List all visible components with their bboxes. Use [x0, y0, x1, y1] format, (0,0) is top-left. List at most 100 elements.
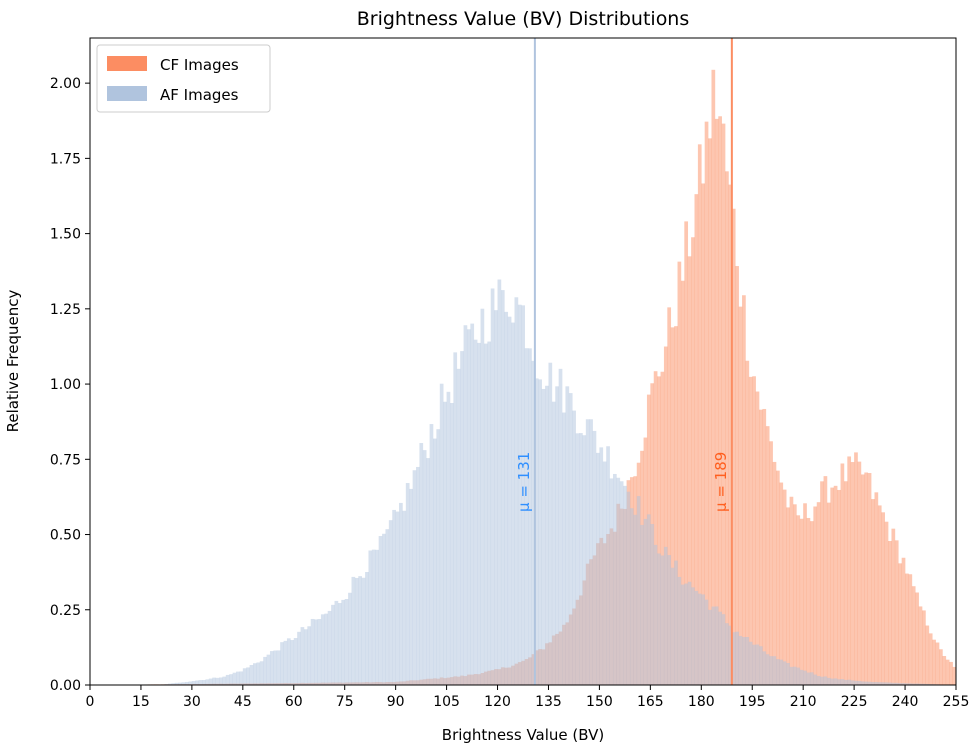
af-bar	[466, 329, 471, 685]
af-bar	[708, 609, 712, 685]
af-bar	[789, 666, 794, 685]
cf-bar	[952, 666, 957, 685]
cf-bar	[939, 649, 943, 685]
cf-bar	[704, 121, 709, 685]
cf-bar	[663, 346, 668, 685]
cf-bar	[874, 492, 879, 685]
af-bar	[545, 385, 549, 685]
cf-bar	[867, 473, 872, 685]
af-bar	[212, 677, 216, 685]
af-bar	[534, 378, 539, 685]
af-bar	[351, 576, 356, 685]
af-bar	[891, 682, 896, 685]
cf-bar	[857, 461, 862, 685]
af-bar	[905, 683, 909, 685]
af-bar	[507, 316, 512, 685]
cf-bar	[697, 144, 702, 686]
af-bar	[293, 638, 298, 685]
af-bar	[674, 560, 678, 685]
af-bar	[779, 659, 784, 685]
af-bar	[803, 670, 807, 685]
af-bar	[782, 661, 787, 685]
af-bar	[697, 593, 702, 685]
x-tick-label: 165	[637, 694, 664, 710]
af-bar	[290, 640, 295, 685]
af-bar	[884, 682, 889, 685]
af-bar	[402, 510, 407, 685]
x-tick-label: 75	[336, 694, 354, 710]
af-bar	[653, 544, 658, 685]
af-bar	[446, 391, 451, 685]
af-bar	[691, 587, 695, 685]
legend-swatch-cf	[107, 56, 147, 71]
af-bar	[877, 682, 882, 685]
cf-bar	[725, 171, 729, 685]
cf-bar	[826, 502, 831, 685]
y-tick-label: 0.00	[50, 678, 81, 694]
af-bar	[524, 348, 529, 685]
cf-bar	[731, 208, 736, 685]
cf-bar	[680, 280, 685, 685]
af-bar	[704, 599, 709, 685]
af-bar	[239, 671, 244, 685]
af-bar	[453, 352, 458, 685]
af-bar	[911, 683, 916, 685]
plot-frame	[89, 37, 957, 686]
x-tick-label: 225	[841, 694, 868, 710]
cf-bar	[945, 659, 950, 685]
cf-bar	[660, 371, 665, 685]
af-bar	[555, 386, 559, 685]
y-tick-label: 1.75	[50, 151, 81, 167]
af-bar	[860, 681, 865, 685]
cf-bar	[735, 266, 739, 685]
cf-bar	[782, 489, 787, 685]
cf-bar	[925, 625, 930, 685]
af-bar	[881, 682, 885, 685]
af-bar	[511, 322, 515, 685]
cf-bar	[776, 470, 780, 685]
af-bar	[470, 323, 475, 685]
af-bar	[174, 682, 179, 685]
af-bar	[840, 679, 845, 685]
cf-bar	[738, 306, 743, 685]
y-tick-label: 1.25	[50, 302, 81, 318]
af-bar	[371, 549, 376, 685]
af-bar	[867, 681, 872, 685]
x-tick-label: 60	[285, 694, 303, 710]
af-bar	[657, 553, 661, 685]
cf-bar	[915, 592, 919, 685]
af-bar	[385, 529, 390, 685]
af-bar	[286, 638, 291, 685]
cf-bar	[674, 326, 678, 685]
af-bar	[494, 310, 498, 685]
cf-bar	[894, 540, 899, 685]
af-bar	[772, 656, 777, 685]
af-bar	[460, 351, 464, 685]
af-bar	[837, 679, 841, 685]
af-bar	[320, 614, 325, 685]
cf-bar	[877, 505, 882, 685]
cf-bar	[830, 487, 835, 685]
cf-bar	[769, 441, 773, 685]
af-bar	[585, 419, 590, 685]
af-bar	[687, 581, 692, 685]
af-bar	[487, 341, 492, 685]
af-bar	[742, 637, 746, 685]
af-bar	[361, 577, 366, 685]
af-bar	[568, 393, 573, 685]
y-tick-label: 1.50	[50, 227, 81, 243]
af-bar	[826, 677, 831, 685]
cf-bar	[932, 639, 936, 685]
af-bar	[646, 514, 651, 685]
cf-bar	[755, 391, 760, 685]
y-axis: 0.00 0.25 0.50 0.75 1.00 1.25 1.50 1.75 2.00	[50, 76, 90, 694]
af-bar	[765, 654, 770, 685]
af-bar	[871, 682, 875, 685]
cf-bar	[772, 461, 777, 685]
af-bar	[663, 546, 668, 685]
cf-bar	[701, 183, 705, 686]
cf-bar	[792, 504, 797, 685]
cf-bar	[653, 371, 658, 685]
af-bar	[521, 305, 525, 685]
y-tick-label: 0.75	[50, 452, 81, 468]
